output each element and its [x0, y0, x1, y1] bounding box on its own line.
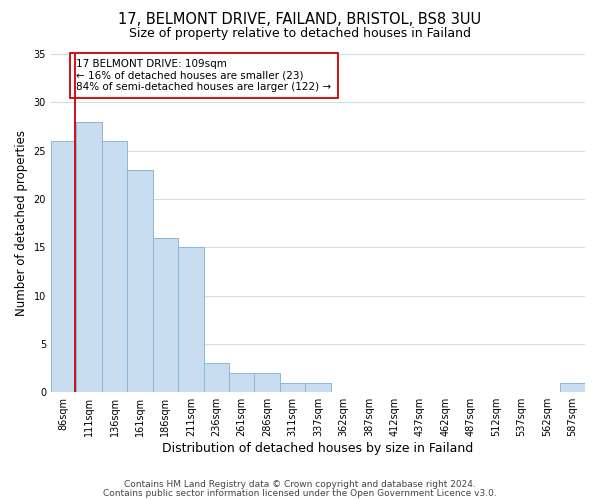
Bar — [127, 170, 152, 392]
Bar — [152, 238, 178, 392]
Text: 17, BELMONT DRIVE, FAILAND, BRISTOL, BS8 3UU: 17, BELMONT DRIVE, FAILAND, BRISTOL, BS8… — [118, 12, 482, 28]
Bar — [280, 382, 305, 392]
Bar — [203, 363, 229, 392]
Bar — [560, 382, 585, 392]
Bar — [305, 382, 331, 392]
Bar — [254, 373, 280, 392]
Text: Size of property relative to detached houses in Failand: Size of property relative to detached ho… — [129, 28, 471, 40]
Text: Contains HM Land Registry data © Crown copyright and database right 2024.: Contains HM Land Registry data © Crown c… — [124, 480, 476, 489]
X-axis label: Distribution of detached houses by size in Failand: Distribution of detached houses by size … — [163, 442, 473, 455]
Bar — [229, 373, 254, 392]
Bar — [51, 141, 76, 392]
Bar — [102, 141, 127, 392]
Text: 17 BELMONT DRIVE: 109sqm
← 16% of detached houses are smaller (23)
84% of semi-d: 17 BELMONT DRIVE: 109sqm ← 16% of detach… — [76, 59, 331, 92]
Y-axis label: Number of detached properties: Number of detached properties — [15, 130, 28, 316]
Bar — [76, 122, 102, 392]
Text: Contains public sector information licensed under the Open Government Licence v3: Contains public sector information licen… — [103, 488, 497, 498]
Bar — [178, 248, 203, 392]
